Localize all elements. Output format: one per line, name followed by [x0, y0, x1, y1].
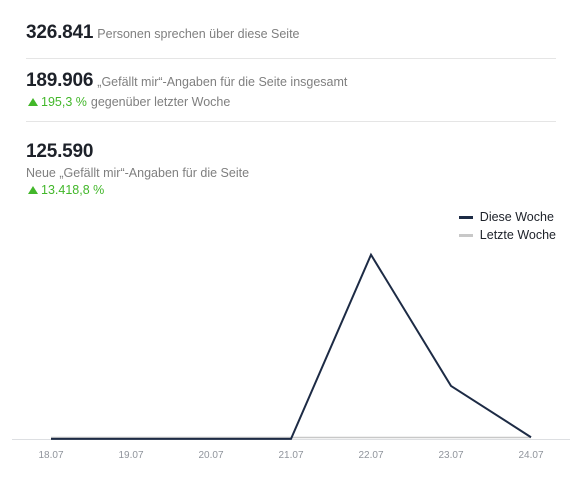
total-likes-label: „Gefällt mir“-Angaben für die Seite insg…: [97, 75, 348, 89]
talking-about-value: 326.841: [26, 22, 94, 43]
new-likes-change-percent: 13.418,8 %: [41, 183, 105, 197]
total-likes-stat: 189.906 „Gefällt mir“-Angaben für die Se…: [26, 70, 556, 122]
legend-swatch-this-week: [458, 215, 473, 219]
talking-about-label: Personen sprechen über diese Seite: [97, 27, 300, 41]
x-tick-label: 20.07: [198, 450, 223, 461]
total-likes-value: 189.906: [26, 70, 94, 91]
x-tick-label: 23.07: [438, 450, 463, 461]
legend-item-this-week: Diese Woche: [458, 208, 556, 226]
legend-label-last-week: Letzte Woche: [479, 228, 556, 242]
legend-item-last-week: Letzte Woche: [458, 226, 556, 244]
x-tick-label: 21.07: [278, 450, 303, 461]
triangle-up-icon: [28, 98, 38, 106]
total-likes-change: 195,3 % gegenüber letzter Woche: [26, 95, 556, 109]
new-likes-label: Neue „Gefällt mir“-Angaben für die Seite: [26, 166, 250, 180]
legend-label-this-week: Diese Woche: [479, 210, 554, 224]
x-tick-label: 24.07: [518, 450, 543, 461]
total-likes-change-percent: 195,3 %: [41, 95, 87, 109]
new-likes-change: 13.418,8 %: [26, 183, 556, 197]
triangle-up-icon: [28, 186, 38, 194]
new-likes-value: 125.590: [26, 141, 94, 162]
x-tick-label: 19.07: [118, 450, 143, 461]
x-tick-label: 22.07: [358, 450, 383, 461]
chart-legend: Diese Woche Letzte Woche: [458, 208, 556, 244]
new-likes-stat: 125.590 Neue „Gefällt mir“-Angaben für d…: [26, 141, 556, 197]
series-line-this-week: [51, 252, 532, 440]
total-likes-change-label: gegenüber letzter Woche: [90, 95, 231, 109]
legend-swatch-last-week: [458, 233, 473, 237]
x-tick-label: 18.07: [38, 450, 63, 461]
talking-about-stat: 326.841 Personen sprechen über diese Sei…: [26, 22, 556, 59]
